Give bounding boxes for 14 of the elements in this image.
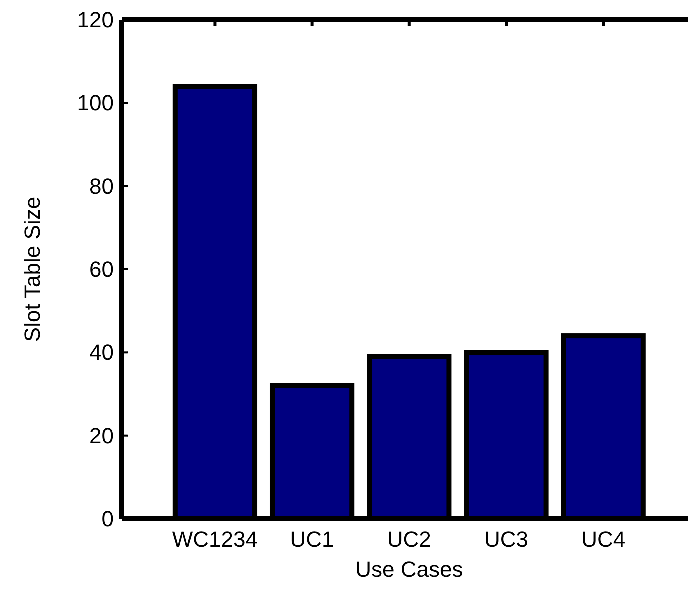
y-tick-label: 20 xyxy=(90,423,114,448)
x-axis-title: Use Cases xyxy=(356,557,464,582)
x-tick-label: UC3 xyxy=(484,527,528,552)
x-tick-label: WC1234 xyxy=(172,527,258,552)
y-tick-label: 0 xyxy=(102,506,114,532)
y-tick-label: 60 xyxy=(90,257,114,282)
y-tick-label: 80 xyxy=(90,174,114,199)
x-tick-label: UC1 xyxy=(290,527,334,552)
x-tick-label: UC4 xyxy=(582,527,626,552)
y-tick-label: 100 xyxy=(77,90,114,116)
x-tick-label: UC2 xyxy=(387,527,432,552)
y-axis-title: Slot Table Size xyxy=(20,196,45,342)
y-tick-label: 120 xyxy=(77,8,114,32)
y-tick-label: 40 xyxy=(90,340,114,366)
